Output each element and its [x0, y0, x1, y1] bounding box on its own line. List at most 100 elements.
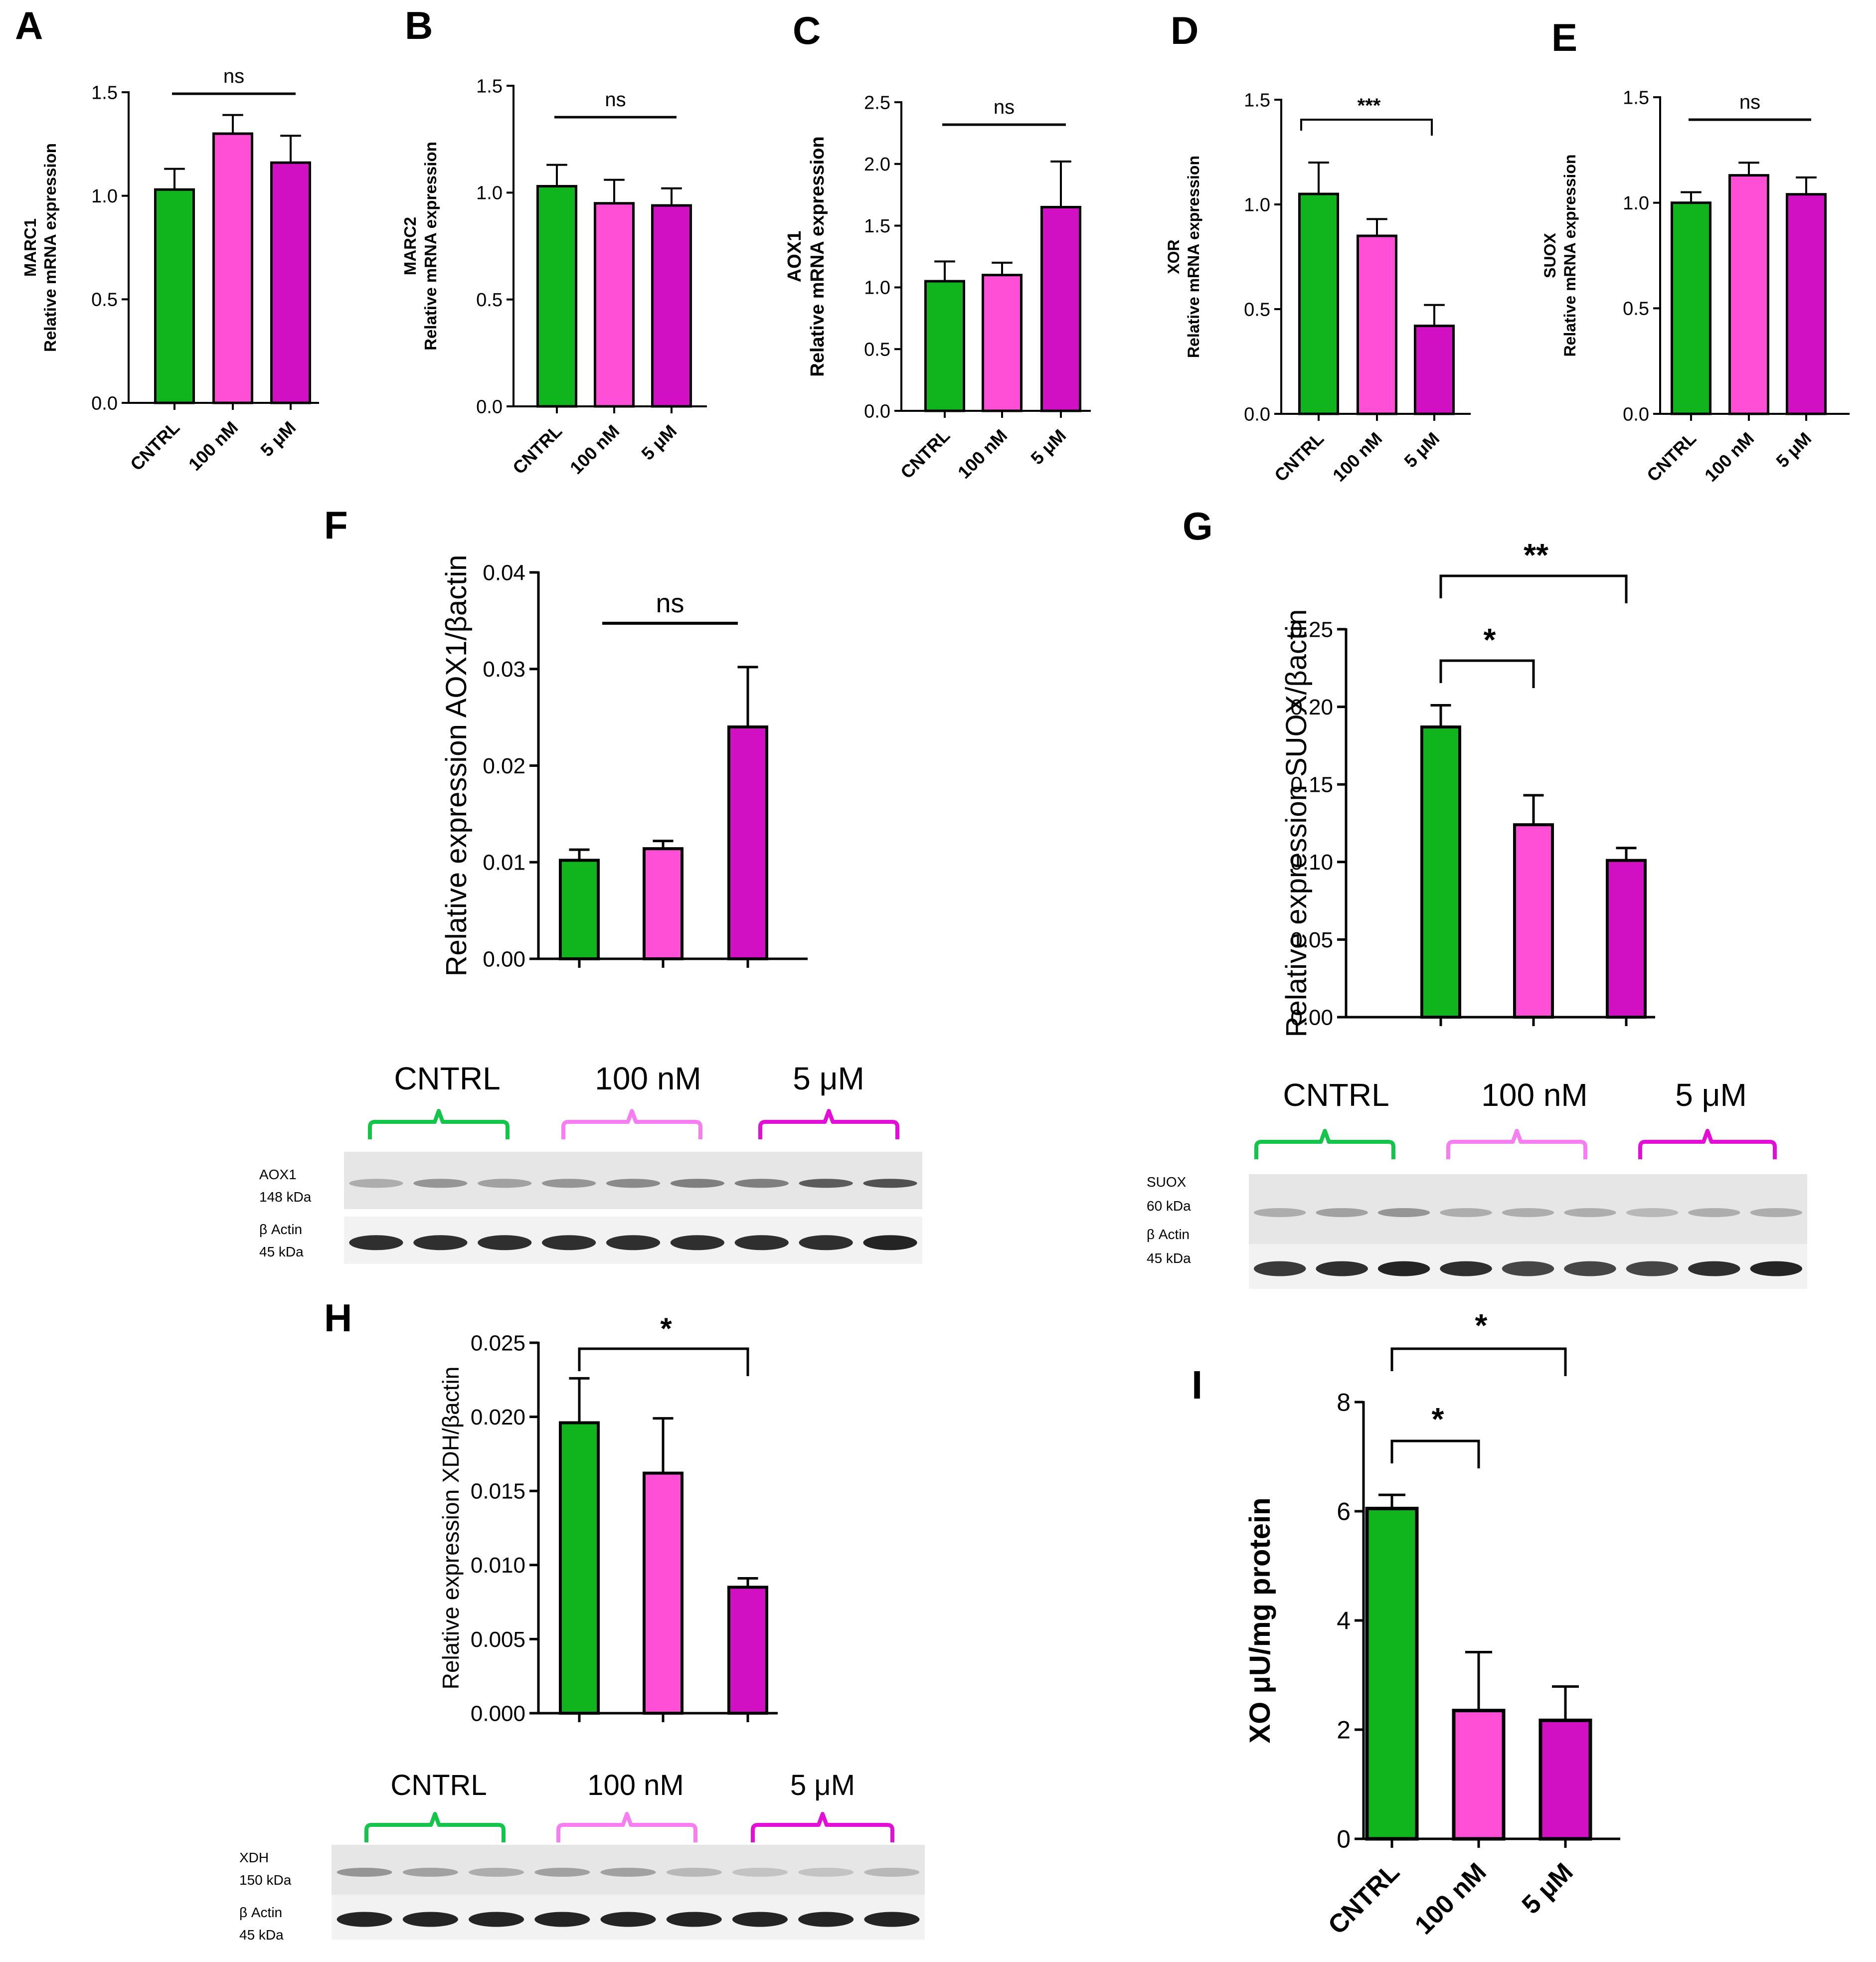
blot-row-size: 150 kDa: [239, 1872, 292, 1888]
bar-0: [924, 280, 965, 412]
significance-label: ns: [605, 89, 626, 111]
bar-1: [643, 1471, 683, 1715]
blot-band: [1377, 1261, 1430, 1276]
chart-panel-d: D 0.0 0.5 1.0 1.5 XOR Relative mRNA expression…: [1165, 8, 1471, 486]
bar-1: [594, 202, 635, 408]
blot-band: [402, 1868, 458, 1877]
blot-group-label: CNTRL: [394, 1061, 500, 1096]
y-axis-gene-label: MARC2: [401, 217, 419, 275]
bar-1: [643, 847, 683, 960]
bar-0: [154, 188, 195, 404]
x-tick-label: 5 μM: [1026, 425, 1070, 469]
blot-band: [534, 1868, 590, 1877]
blot-row-label: SUOX: [1147, 1174, 1187, 1190]
y-tick-label: 0.5: [91, 290, 118, 311]
y-axis-label: Relative expression AOX1/βactin: [440, 555, 473, 977]
bar-0: [536, 184, 577, 408]
y-tick-label: 0.5: [1623, 299, 1649, 320]
blot-band: [863, 1235, 917, 1250]
bar-0: [1298, 192, 1339, 415]
blot-band: [1564, 1208, 1616, 1217]
bar-2: [1538, 1718, 1592, 1841]
blot-group-label: 100 nM: [1481, 1077, 1587, 1113]
panel-letter: D: [1171, 8, 1198, 52]
blot-band: [864, 1912, 920, 1927]
y-axis-gene-label: AOX1: [784, 231, 805, 282]
blot-band: [1626, 1208, 1679, 1217]
x-tick-label: 5 μM: [1772, 428, 1815, 472]
blot-group-label: 5 μM: [793, 1061, 864, 1096]
x-tick-label: CNTRL: [1323, 1857, 1405, 1940]
significance-label: *: [660, 1312, 672, 1345]
blot-group-label: 100 nM: [587, 1769, 683, 1801]
blot-band: [1750, 1208, 1803, 1217]
blot-band: [863, 1179, 917, 1188]
y-tick-label: 1.5: [476, 76, 503, 97]
blot-band: [666, 1912, 722, 1927]
western-blot-f: CNTRL 100 nM 5 μM AOX1 148 kDa β Actin 45 kDa: [259, 1061, 922, 1264]
panel-letter: B: [405, 3, 433, 47]
panel-letter: C: [793, 8, 821, 52]
blot-band: [1440, 1208, 1492, 1217]
blot-band: [1688, 1261, 1740, 1276]
bar-2: [727, 725, 768, 960]
blot-band: [799, 1235, 853, 1250]
chart-panel-f: F 0.00 0.01 0.02 0.03 0.04 Relative expression…: [324, 503, 808, 976]
blot-row-label: β Actin: [239, 1905, 282, 1920]
y-tick-label: 1.0: [864, 278, 890, 299]
y-tick-label: 1.0: [476, 183, 503, 204]
blot-row-size: 45 kDa: [259, 1244, 304, 1259]
y-tick-label: 1.5: [864, 216, 890, 237]
bar-2: [1040, 205, 1081, 412]
blot-band: [864, 1868, 920, 1877]
x-tick-label: CNTRL: [509, 421, 566, 478]
y-tick-label: 1.5: [91, 82, 118, 103]
blot-row-label: XDH: [239, 1850, 269, 1865]
bar-0: [559, 1421, 600, 1715]
blot-band: [337, 1868, 392, 1877]
y-tick-label: 0.020: [471, 1405, 525, 1429]
blot-band: [469, 1912, 524, 1927]
significance-label: *: [1475, 1307, 1488, 1343]
y-tick-label: 0.01: [483, 851, 525, 875]
bar-2: [1786, 193, 1827, 415]
blot-group-bracket: [561, 1109, 702, 1139]
significance-label: ns: [1739, 91, 1760, 113]
x-tick-label: 100 nM: [184, 417, 242, 475]
y-tick-label: 1.0: [1623, 193, 1649, 214]
significance-bracket: [578, 1347, 749, 1376]
y-tick-label: 0.010: [471, 1553, 525, 1578]
x-tick-label: 100 nM: [1409, 1857, 1492, 1940]
y-tick-label: 6: [1337, 1498, 1351, 1526]
y-tick-label: 0.0: [864, 401, 890, 422]
panel-letter: I: [1192, 1363, 1202, 1407]
blot-band: [600, 1912, 656, 1927]
x-tick-label: 100 nM: [1701, 428, 1758, 486]
y-tick-label: 0.10: [1290, 850, 1333, 875]
x-tick-label: 100 nM: [1329, 428, 1386, 486]
significance-label: ns: [994, 96, 1015, 118]
y-tick-label: 0.0: [476, 396, 503, 417]
chart-panel-b: B 0.0 0.5 1.0 1.5 MARC2 Relative mRNA expressi…: [401, 3, 707, 478]
y-axis-label: Relative mRNA expression: [1185, 156, 1202, 358]
y-tick-label: 4: [1337, 1607, 1351, 1635]
blot-band: [734, 1179, 789, 1188]
significance-bracket: [1439, 574, 1628, 603]
y-tick-label: 1.0: [91, 186, 118, 207]
blot-band: [413, 1179, 468, 1188]
significance-label: *: [1484, 622, 1496, 658]
y-tick-label: 0.04: [483, 560, 525, 585]
y-axis-label: Relative mRNA expression: [1561, 154, 1579, 357]
y-tick-label: 0.03: [483, 657, 525, 682]
x-tick-label: 5 μM: [1517, 1857, 1579, 1920]
y-tick-label: 0.02: [483, 754, 525, 778]
blot-group-label: 5 μM: [1675, 1077, 1747, 1113]
bar-1: [212, 132, 253, 404]
blot-group-bracket: [1446, 1129, 1587, 1159]
y-tick-label: 1.5: [1244, 90, 1270, 111]
blot-band: [541, 1179, 596, 1188]
significance-bracket: [1300, 119, 1433, 136]
blot-row-size: 45 kDa: [1147, 1250, 1191, 1266]
